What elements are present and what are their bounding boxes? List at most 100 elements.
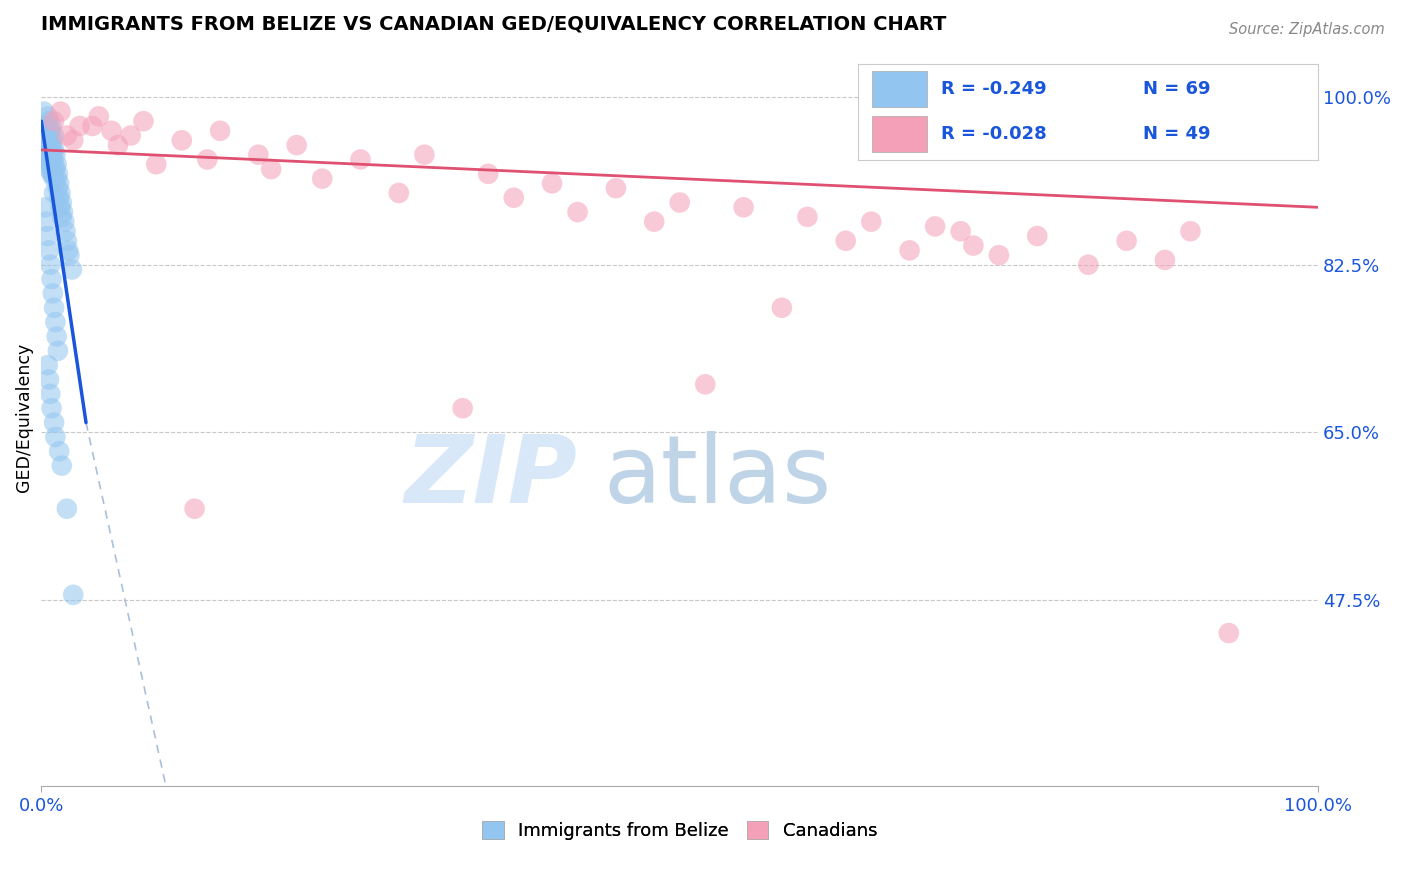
- Point: [311, 171, 333, 186]
- Point: [145, 157, 167, 171]
- Point: [87, 110, 110, 124]
- Point: [34, 133, 56, 147]
- Point: [541, 177, 564, 191]
- Point: [38, 244, 60, 258]
- Point: [35, 214, 58, 228]
- Point: [1180, 224, 1202, 238]
- Point: [56, 244, 79, 258]
- Point: [45, 157, 67, 171]
- Point: [51, 458, 73, 473]
- Point: [60, 262, 83, 277]
- Point: [38, 372, 60, 386]
- Point: [413, 147, 436, 161]
- Point: [195, 153, 218, 167]
- Point: [107, 138, 129, 153]
- Point: [38, 114, 60, 128]
- Point: [38, 133, 60, 147]
- Point: [42, 147, 65, 161]
- Point: [349, 153, 371, 167]
- Point: [1115, 234, 1137, 248]
- Point: [44, 315, 66, 329]
- Point: [49, 200, 72, 214]
- Point: [46, 181, 69, 195]
- Point: [388, 186, 411, 200]
- Point: [37, 128, 59, 143]
- Point: [42, 167, 65, 181]
- Point: [38, 147, 60, 161]
- Point: [1026, 229, 1049, 244]
- Point: [962, 238, 984, 252]
- Point: [62, 133, 84, 147]
- Point: [48, 191, 70, 205]
- Point: [44, 147, 66, 161]
- Point: [1243, 86, 1265, 100]
- Point: [170, 133, 193, 147]
- Point: [34, 200, 56, 214]
- Point: [1154, 252, 1177, 267]
- Y-axis label: GED/Equivalency: GED/Equivalency: [15, 343, 32, 492]
- Point: [924, 219, 946, 234]
- Point: [48, 444, 70, 458]
- Point: [39, 258, 62, 272]
- Point: [285, 138, 308, 153]
- Point: [42, 133, 65, 147]
- Point: [39, 387, 62, 401]
- Point: [39, 143, 62, 157]
- Point: [835, 234, 858, 248]
- Point: [898, 244, 921, 258]
- Point: [41, 401, 63, 416]
- Point: [120, 128, 142, 143]
- Point: [44, 430, 66, 444]
- Point: [183, 501, 205, 516]
- Point: [42, 157, 65, 171]
- Point: [35, 124, 58, 138]
- Point: [58, 248, 80, 262]
- Point: [42, 186, 65, 200]
- Point: [49, 186, 72, 200]
- Point: [69, 119, 91, 133]
- Text: ZIP: ZIP: [405, 431, 578, 523]
- Point: [668, 195, 690, 210]
- Point: [132, 114, 155, 128]
- Point: [45, 171, 67, 186]
- Point: [34, 119, 56, 133]
- Point: [52, 205, 75, 219]
- Point: [260, 162, 283, 177]
- Point: [860, 214, 883, 228]
- Point: [695, 377, 717, 392]
- Point: [46, 167, 69, 181]
- Point: [796, 210, 818, 224]
- Point: [45, 329, 67, 343]
- Point: [41, 119, 63, 133]
- Point: [55, 224, 77, 238]
- Point: [605, 181, 627, 195]
- Point: [39, 157, 62, 171]
- Point: [53, 214, 76, 228]
- Point: [949, 224, 972, 238]
- Point: [41, 153, 63, 167]
- Text: IMMIGRANTS FROM BELIZE VS CANADIAN GED/EQUIVALENCY CORRELATION CHART: IMMIGRANTS FROM BELIZE VS CANADIAN GED/E…: [41, 15, 946, 34]
- Point: [48, 177, 70, 191]
- Point: [41, 167, 63, 181]
- Legend: Immigrants from Belize, Canadians: Immigrants from Belize, Canadians: [475, 814, 884, 847]
- Point: [209, 124, 232, 138]
- Point: [82, 119, 104, 133]
- Point: [42, 171, 65, 186]
- Point: [1077, 258, 1099, 272]
- Point: [100, 124, 122, 138]
- Point: [37, 157, 59, 171]
- Point: [41, 272, 63, 286]
- Point: [32, 104, 55, 119]
- Point: [56, 128, 79, 143]
- Point: [451, 401, 474, 416]
- Point: [38, 162, 60, 177]
- Point: [733, 200, 755, 214]
- Point: [35, 138, 58, 153]
- Point: [42, 128, 65, 143]
- Point: [770, 301, 793, 315]
- Point: [35, 153, 58, 167]
- Point: [42, 143, 65, 157]
- Point: [42, 416, 65, 430]
- Point: [39, 124, 62, 138]
- Point: [42, 301, 65, 315]
